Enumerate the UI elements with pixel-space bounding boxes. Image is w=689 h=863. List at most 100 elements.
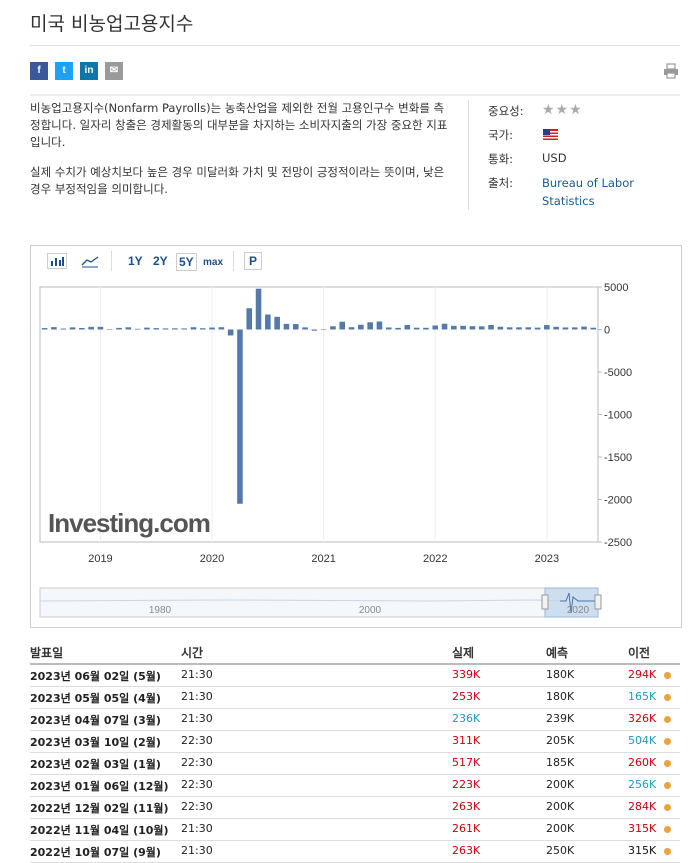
table-cell: 21:30 xyxy=(181,844,213,857)
bar xyxy=(358,324,364,330)
bar xyxy=(153,328,160,330)
bar xyxy=(367,322,373,330)
bar xyxy=(237,329,243,504)
table-cell: 200K xyxy=(546,800,575,813)
table-header: 시간 xyxy=(181,646,204,660)
bar xyxy=(172,328,178,330)
bar xyxy=(348,327,355,330)
navigator-label: 1980 xyxy=(149,605,172,616)
table-cell: 185K xyxy=(546,756,575,769)
bar xyxy=(385,327,392,330)
bar xyxy=(441,323,448,330)
table-cell: 517K xyxy=(452,756,481,769)
x-tick-label: 2022 xyxy=(423,553,447,565)
range-button[interactable]: max xyxy=(203,257,224,268)
table-cell: 22:30 xyxy=(181,734,213,747)
print-icon[interactable] xyxy=(663,63,679,79)
share-facebook[interactable]: f xyxy=(30,62,48,80)
navigator-handle xyxy=(594,594,602,610)
bar xyxy=(144,327,150,330)
status-dot xyxy=(664,848,671,855)
table-header: 이전 xyxy=(628,646,651,660)
line-chart-button[interactable] xyxy=(80,253,100,269)
row-rule xyxy=(30,708,680,709)
bar xyxy=(302,327,308,330)
range-button[interactable]: 5Y xyxy=(176,253,197,271)
bar xyxy=(534,327,541,330)
bar xyxy=(41,328,48,330)
bar xyxy=(320,329,327,330)
range-button[interactable]: 2Y xyxy=(153,254,168,268)
table-cell: 315K xyxy=(628,844,657,857)
info-label: 통화: xyxy=(488,152,514,166)
share-mail[interactable]: ✉ xyxy=(105,62,123,80)
table-cell: 22:30 xyxy=(181,800,213,813)
y-tick-label: -2500 xyxy=(604,537,632,549)
table-cell: 261K xyxy=(452,822,481,835)
table-cell: 165K xyxy=(628,690,657,703)
table-cell: 256K xyxy=(628,778,657,791)
p-button[interactable]: P xyxy=(244,252,263,270)
page-title: 미국 비농업고용지수 xyxy=(30,13,194,35)
table-cell: 250K xyxy=(546,844,575,857)
y-tick-label: -1000 xyxy=(604,410,632,422)
importance-stars: ★★★ xyxy=(542,102,583,118)
bar xyxy=(97,326,104,330)
table-cell: 2023년 05월 05일 (4월) xyxy=(30,692,161,705)
header-rule xyxy=(30,663,680,665)
bar xyxy=(506,327,513,330)
table-cell: 2023년 01월 06일 (12월) xyxy=(30,780,169,793)
bar xyxy=(478,326,485,330)
status-dot xyxy=(664,694,671,701)
table-cell: 21:30 xyxy=(181,822,213,835)
table-cell: 253K xyxy=(452,690,481,703)
row-rule xyxy=(30,752,680,753)
table-cell: 236K xyxy=(452,712,481,725)
table-cell: 21:30 xyxy=(181,668,213,681)
x-tick-label: 2019 xyxy=(88,553,112,565)
bar-chart-button[interactable] xyxy=(47,253,67,269)
bar xyxy=(497,326,504,330)
table-cell: 200K xyxy=(546,778,575,791)
row-rule xyxy=(30,840,680,841)
description: 비농업고용지수(Nonfarm Payrolls)는 농축산업을 제외한 전월 … xyxy=(30,101,448,149)
table-cell: 2023년 02월 03일 (1월) xyxy=(30,758,161,771)
table-cell: 223K xyxy=(452,778,481,791)
bar xyxy=(292,324,299,330)
navigator-line xyxy=(39,599,561,602)
table-cell: 260K xyxy=(628,756,657,769)
bar xyxy=(413,327,420,330)
bar xyxy=(562,327,569,330)
share-twitter[interactable]: t xyxy=(55,62,73,80)
navigator-label: 2020 xyxy=(567,605,590,616)
table-cell: 263K xyxy=(452,800,481,813)
table-cell: 200K xyxy=(546,822,575,835)
bar xyxy=(190,327,197,330)
table-cell: 239K xyxy=(546,712,575,725)
bar xyxy=(88,326,94,330)
table-cell: 2023년 04월 07일 (3월) xyxy=(30,714,161,727)
bar xyxy=(423,327,429,330)
source-link[interactable]: Bureau of Labor Statistics xyxy=(542,176,634,208)
bar xyxy=(432,325,439,330)
status-dot xyxy=(664,738,671,745)
divider xyxy=(468,100,469,210)
range-button[interactable]: 1Y xyxy=(128,254,143,268)
row-rule xyxy=(30,818,680,819)
table-cell: 2023년 03월 10일 (2월) xyxy=(30,736,161,749)
bar xyxy=(581,326,587,330)
bar xyxy=(283,323,290,330)
bar xyxy=(330,326,336,330)
bar xyxy=(553,326,559,330)
table-cell: 263K xyxy=(452,844,481,857)
table-cell: 21:30 xyxy=(181,712,213,725)
bar xyxy=(404,324,411,330)
table-cell: 315K xyxy=(628,822,657,835)
bar xyxy=(274,316,280,330)
bar xyxy=(218,327,225,330)
share-linkedin[interactable]: in xyxy=(80,62,98,80)
table-cell: 205K xyxy=(546,734,575,747)
table-cell: 2022년 11월 04일 (10월) xyxy=(30,824,169,837)
bar xyxy=(544,325,550,330)
